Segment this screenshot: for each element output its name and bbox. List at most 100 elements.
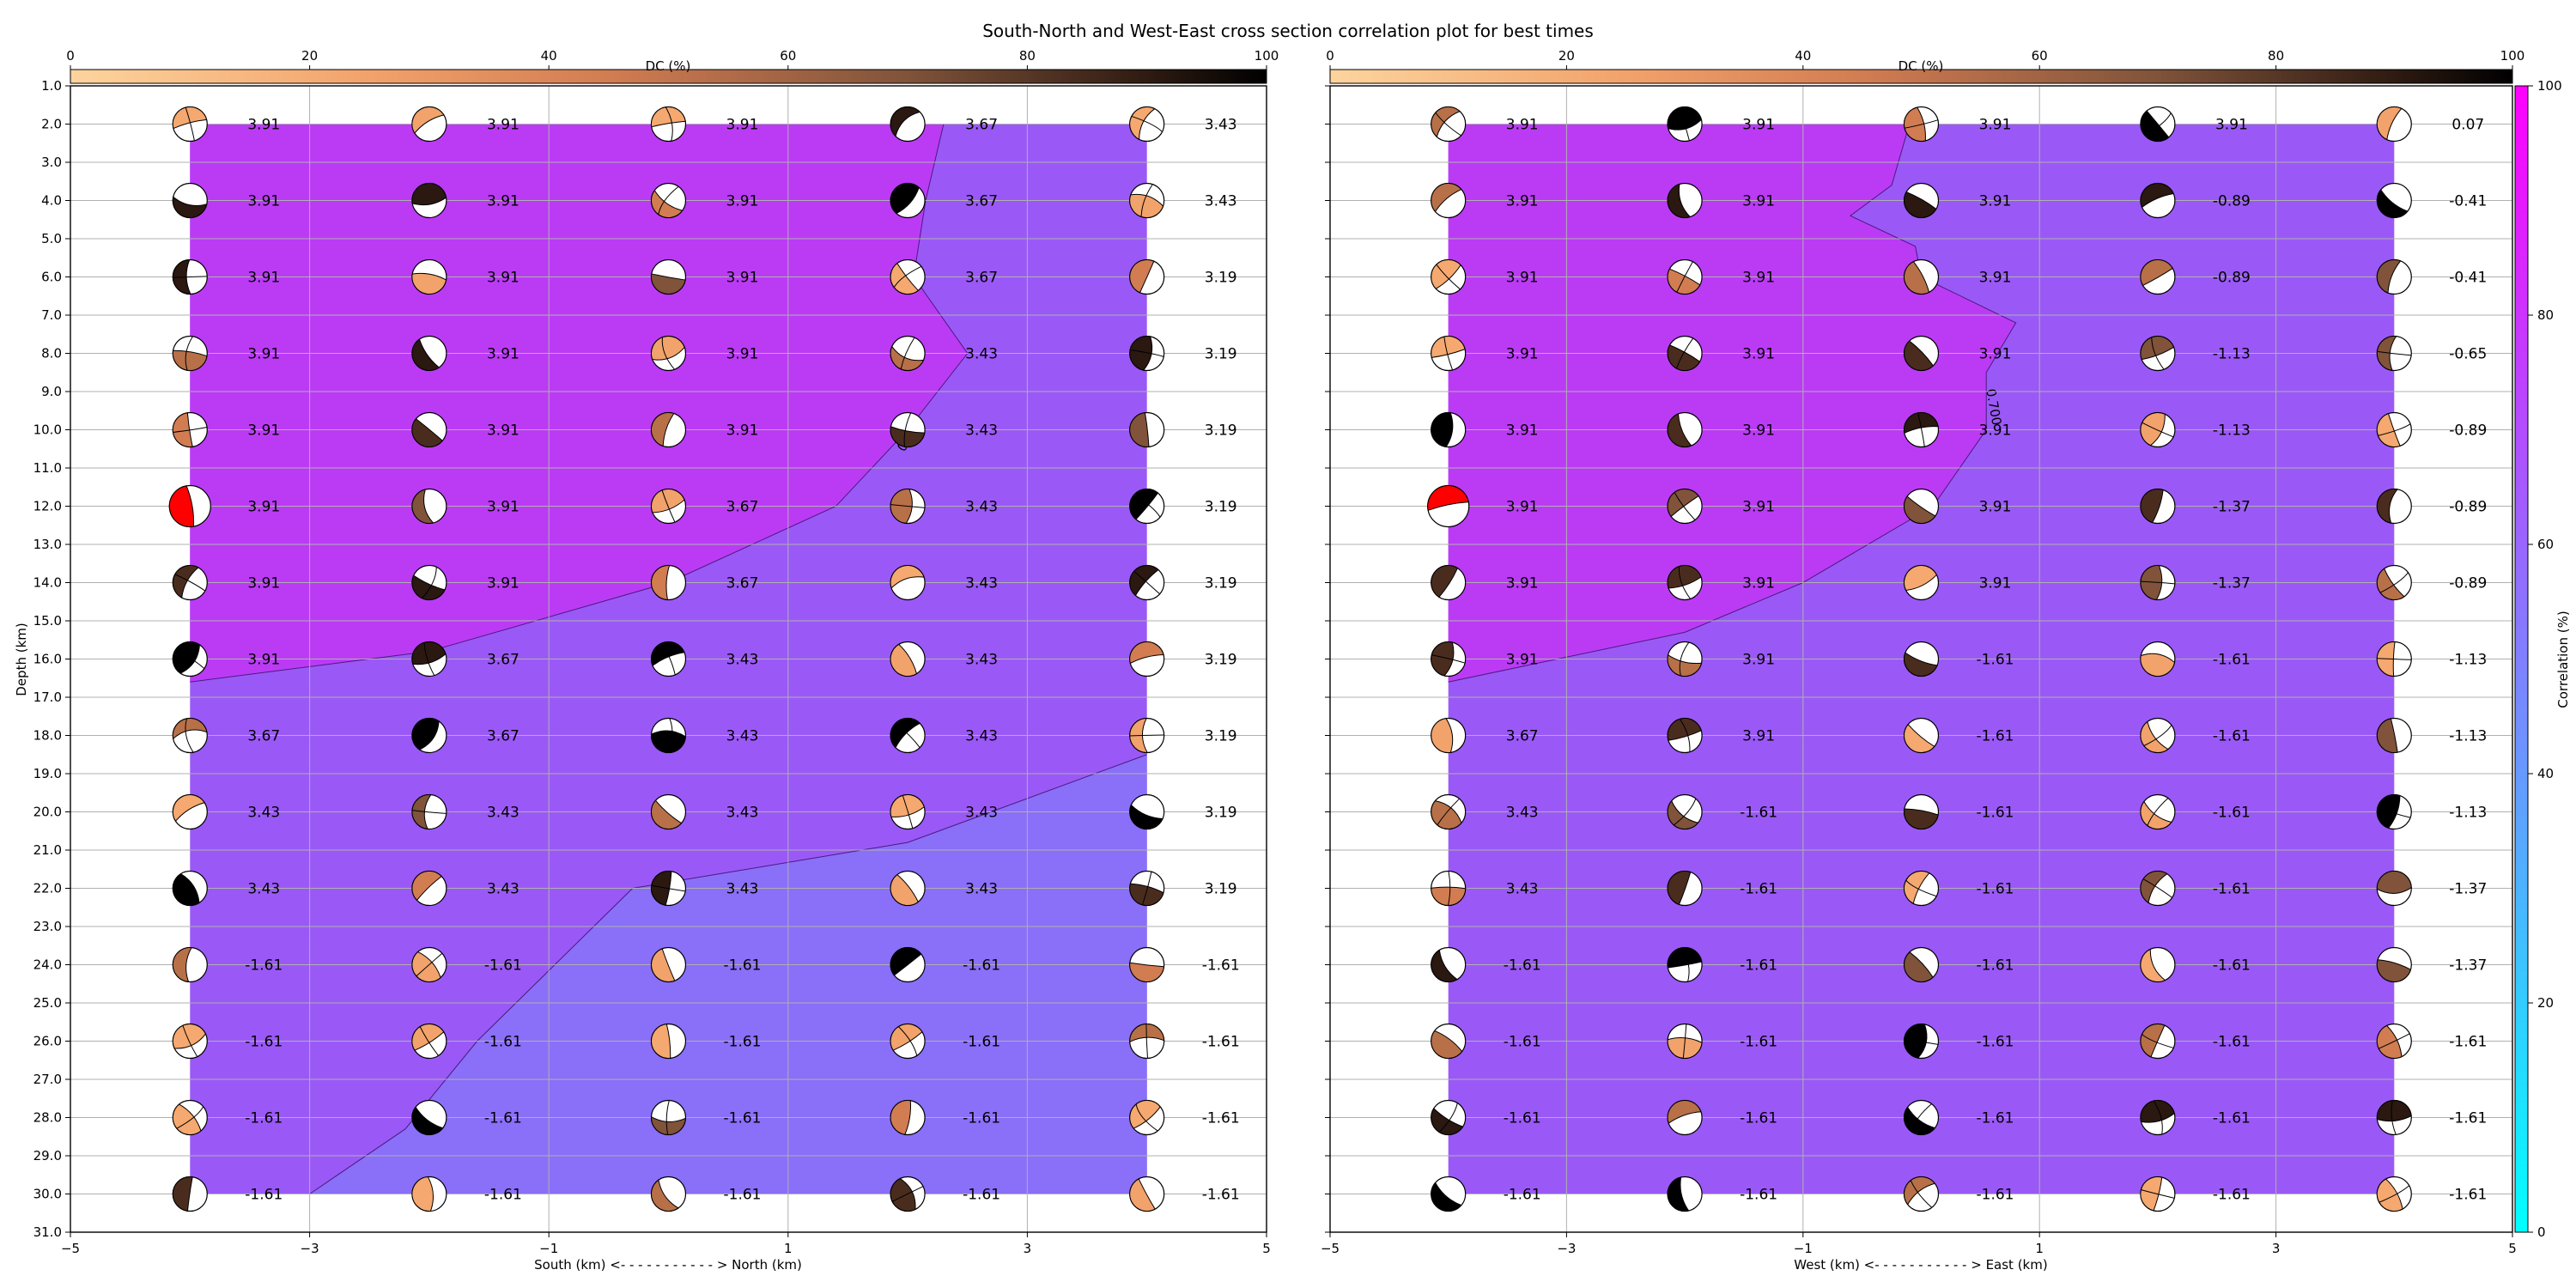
beachball	[411, 182, 447, 219]
nodal-plane	[1676, 337, 1694, 369]
nodal-plane	[2141, 1189, 2175, 1199]
y-tick-label: 19.0	[33, 766, 62, 781]
cell-value: -1.61	[2213, 652, 2251, 669]
cell-value: -1.61	[724, 957, 762, 975]
beachball-quadrant	[890, 643, 918, 677]
beachball	[1431, 182, 1467, 219]
beachball	[411, 335, 447, 372]
nodal-plane	[2379, 1033, 2410, 1049]
cell-value: 3.43	[965, 881, 998, 898]
beachball-quadrant	[1431, 1182, 1462, 1212]
corr-tick-label: 40	[2537, 766, 2554, 781]
beachball	[411, 106, 447, 143]
beachball	[1129, 106, 1165, 143]
nodal-plane	[1910, 1103, 1932, 1132]
beachball-quadrant	[651, 870, 672, 906]
beachball	[650, 1099, 687, 1136]
nodal-plane	[2379, 572, 2409, 593]
cell-value: -1.61	[963, 957, 1000, 975]
beachball-quadrant	[651, 106, 686, 128]
y-tick-label: 16.0	[33, 652, 62, 667]
nodal-plane	[1904, 1037, 1939, 1045]
beachball	[2376, 717, 2412, 754]
beachball	[890, 258, 926, 295]
beachball-quadrant	[2376, 336, 2397, 371]
beachball	[650, 258, 687, 295]
nodal-plane	[422, 567, 437, 598]
beachball	[1903, 1099, 1940, 1136]
beachball-quadrant	[172, 349, 208, 371]
beachball	[1667, 258, 1703, 295]
beachball	[2376, 793, 2412, 830]
beachball	[1129, 946, 1165, 983]
beachball	[172, 793, 208, 830]
dc-tick-label: 100	[1255, 48, 1279, 64]
beachball	[1129, 411, 1165, 448]
beachball-quadrant	[2376, 568, 2405, 600]
nodal-plane	[658, 185, 679, 215]
cell-value: -1.61	[1740, 1034, 1777, 1051]
cell-value: 3.67	[965, 117, 998, 134]
cell-value: 3.91	[487, 117, 519, 134]
cell-value: -1.13	[2449, 805, 2487, 822]
nodal-plane	[1129, 734, 1164, 737]
dc-tick-label: 0	[1326, 48, 1334, 64]
nodal-plane	[1910, 1180, 1933, 1208]
beachball	[2376, 182, 2412, 219]
x-tick-label: −5	[61, 1241, 80, 1256]
nodal-plane	[1676, 261, 1693, 293]
nodal-plane	[1674, 798, 1697, 826]
cell-value: -1.61	[1202, 1034, 1240, 1051]
dc-colorbar-label: DC (%)	[1899, 58, 1944, 74]
nodal-plane	[891, 1186, 924, 1202]
beachball-quadrant	[1129, 336, 1153, 371]
beachball	[890, 1099, 926, 1136]
nodal-plane	[1438, 1103, 1458, 1133]
dc-tick-label: 60	[780, 48, 796, 64]
nodal-plane	[2379, 1185, 2410, 1203]
cell-value: 3.43	[965, 728, 998, 745]
cell-value: -1.61	[1977, 805, 2014, 822]
beachball-quadrant	[651, 730, 686, 753]
nodal-plane	[1135, 1103, 1158, 1132]
cell-value: 3.43	[726, 652, 759, 669]
correlation-colorbar-label: Correlation (%)	[2555, 611, 2571, 708]
beachball	[1129, 182, 1165, 219]
cell-value: 3.67	[726, 575, 759, 592]
beachball-quadrant	[1903, 412, 1939, 434]
beachball	[1431, 641, 1467, 677]
x-axis-label-right: West (km) <- - - - - - - - - - - > East …	[1794, 1257, 2047, 1273]
beachball	[1667, 182, 1703, 219]
nodal-plane	[898, 1026, 918, 1056]
beachball	[890, 641, 926, 677]
beachball	[2376, 411, 2412, 448]
correlation-colorbar: 0 20 40 60 80 100 Correlation (%)	[2514, 78, 2571, 1240]
cell-value: -1.61	[1977, 957, 2014, 975]
nodal-plane	[1133, 495, 1161, 518]
figure-title: South-North and West-East cross section …	[982, 21, 1594, 41]
beachball	[411, 946, 447, 983]
cell-value: -1.61	[963, 1034, 1000, 1051]
cell-value: 3.67	[247, 728, 280, 745]
beachball-quadrant	[411, 489, 434, 524]
beachball	[411, 1176, 447, 1212]
nodal-plane	[665, 106, 673, 142]
cell-value: -1.61	[484, 1110, 522, 1127]
cell-value: -0.89	[2449, 422, 2487, 440]
cell-value: -1.13	[2449, 728, 2487, 745]
cell-value: -1.61	[2213, 805, 2251, 822]
corr-tick-label: 60	[2537, 537, 2554, 552]
cell-value: 3.91	[1979, 575, 2012, 592]
beachball	[1667, 1176, 1703, 1212]
corr-tick-label: 80	[2537, 307, 2554, 323]
beachball	[2140, 641, 2176, 677]
beachball	[1903, 870, 1940, 907]
beachball-quadrant	[890, 1100, 912, 1135]
y-tick-label: 27.0	[33, 1072, 62, 1087]
beachball	[1903, 411, 1940, 448]
nodal-plane	[1679, 719, 1691, 752]
cell-value: -1.61	[245, 1034, 283, 1051]
nodal-plane	[661, 337, 675, 370]
beachball	[2140, 258, 2176, 295]
beachball-quadrant	[173, 947, 192, 983]
